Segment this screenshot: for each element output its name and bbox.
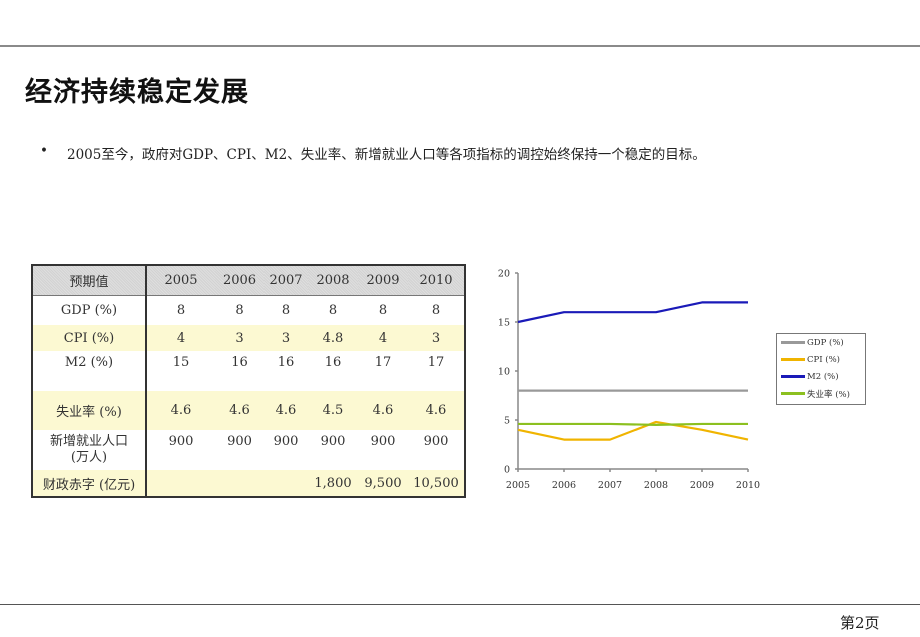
legend-swatch-icon (781, 341, 805, 344)
table-cell: 900 (146, 430, 215, 470)
table-header-cell: 2006 (215, 265, 264, 296)
indicator-table: 预期值 2005 2006 2007 2008 2009 2010 GDP (%… (31, 264, 466, 498)
chart-axes (515, 272, 749, 472)
row-label-line1: 新增就业人口 (49, 434, 128, 449)
table-cell: 3 (264, 325, 308, 351)
table-cell: 8 (264, 295, 308, 325)
table-cell: 4.8 (308, 325, 358, 351)
chart-legend: GDP (%) CPI (%) M2 (%) 失业率 (%) (776, 333, 866, 405)
table-cell: 4.6 (408, 391, 465, 430)
legend-label: 失业率 (%) (807, 389, 850, 400)
svg-text:2005: 2005 (506, 480, 530, 491)
table-header-cell: 预期值 (32, 265, 147, 296)
table-cell: 900 (408, 430, 465, 470)
table-row-gdp: GDP (%) 8 8 8 8 8 8 (32, 295, 465, 325)
table-cell: 900 (358, 430, 408, 470)
table-cell: 17 (408, 351, 465, 391)
table-cell: 8 (408, 295, 465, 325)
indicator-line-chart: 0 5 10 15 20 2005 2006 2007 2008 2009 2010 (498, 269, 760, 492)
row-label: 财政赤字 (亿元) (32, 470, 147, 497)
table-header-cell: 2008 (308, 265, 358, 296)
legend-item-cpi: CPI (%) (777, 351, 865, 368)
table-cell: 3 (215, 325, 264, 351)
top-divider (0, 45, 920, 47)
row-label: GDP (%) (32, 295, 147, 325)
svg-text:15: 15 (498, 318, 510, 329)
row-label-line2: (万人) (70, 450, 108, 465)
table-cell: 900 (308, 430, 358, 470)
svg-text:2010: 2010 (736, 480, 760, 491)
table-cell: 4.5 (308, 391, 358, 430)
bullet-icon: • (40, 143, 48, 159)
slide-title: 经济持续稳定发展 (25, 77, 249, 108)
table-cell: 17 (358, 351, 408, 391)
svg-text:2009: 2009 (690, 480, 714, 491)
table-row-unemployment: 失业率 (%) 4.6 4.6 4.6 4.5 4.6 4.6 (32, 391, 465, 430)
table-cell: 900 (215, 430, 264, 470)
table-row-fiscal-deficit: 财政赤字 (亿元) 1,800 9,500 10,500 (32, 470, 465, 497)
table-cell: 4.6 (215, 391, 264, 430)
svg-text:20: 20 (498, 269, 510, 280)
table-cell: 16 (215, 351, 264, 391)
table-cell: 4.6 (264, 391, 308, 430)
svg-text:2007: 2007 (598, 480, 622, 491)
table-cell: 8 (358, 295, 408, 325)
svg-text:2008: 2008 (644, 480, 668, 491)
row-label: CPI (%) (32, 325, 147, 351)
table-cell: 1,800 (308, 470, 358, 497)
table-cell: 900 (264, 430, 308, 470)
table-cell: 4.6 (358, 391, 408, 430)
y-axis-ticks: 0 5 10 15 20 (498, 269, 510, 476)
table-cell: 3 (408, 325, 465, 351)
table-cell (146, 470, 215, 497)
legend-swatch-icon (781, 375, 805, 378)
table-row-m2: M2 (%) 15 16 16 16 17 17 (32, 351, 465, 391)
table-cell: 4 (358, 325, 408, 351)
legend-item-gdp: GDP (%) (777, 334, 865, 351)
row-label: 失业率 (%) (32, 391, 147, 430)
svg-text:0: 0 (504, 465, 510, 476)
table-cell: 10,500 (408, 470, 465, 497)
table-header-cell: 2010 (408, 265, 465, 296)
row-label: M2 (%) (32, 351, 147, 391)
bullet-text: 2005至今，政府对GDP、CPI、M2、失业率、新增就业人口等各项指标的调控始… (67, 147, 706, 163)
table-cell: 16 (308, 351, 358, 391)
legend-label: M2 (%) (807, 371, 839, 382)
row-label: 新增就业人口 (万人) (32, 430, 147, 470)
bottom-divider (0, 604, 920, 605)
table-row-cpi: CPI (%) 4 3 3 4.8 4 3 (32, 325, 465, 351)
table-cell: 8 (215, 295, 264, 325)
legend-swatch-icon (781, 392, 805, 395)
svg-text:10: 10 (498, 367, 510, 378)
table-cell: 8 (146, 295, 215, 325)
table-cell: 16 (264, 351, 308, 391)
table-row-new-jobs: 新增就业人口 (万人) 900 900 900 900 900 900 (32, 430, 465, 470)
table-cell: 9,500 (358, 470, 408, 497)
legend-item-unemployment: 失业率 (%) (777, 385, 865, 402)
svg-text:2006: 2006 (552, 480, 576, 491)
legend-label: CPI (%) (807, 354, 840, 365)
table-cell: 4.6 (146, 391, 215, 430)
legend-item-m2: M2 (%) (777, 368, 865, 385)
page-number: 第2页 (840, 614, 880, 632)
table-header-cell: 2005 (146, 265, 215, 296)
x-axis-ticks: 2005 2006 2007 2008 2009 2010 (506, 480, 760, 491)
table-cell (264, 470, 308, 497)
table-cell: 15 (146, 351, 215, 391)
svg-text:5: 5 (504, 416, 510, 427)
legend-swatch-icon (781, 358, 805, 361)
legend-label: GDP (%) (807, 337, 844, 348)
table-cell: 4 (146, 325, 215, 351)
table-header-row: 预期值 2005 2006 2007 2008 2009 2010 (32, 265, 465, 296)
table-header-cell: 2009 (358, 265, 408, 296)
bullet-point: • 2005至今，政府对GDP、CPI、M2、失业率、新增就业人口等各项指标的调… (40, 143, 706, 163)
chart-series (517, 301, 749, 441)
table-cell: 8 (308, 295, 358, 325)
table-header-cell: 2007 (264, 265, 308, 296)
table-cell (215, 470, 264, 497)
